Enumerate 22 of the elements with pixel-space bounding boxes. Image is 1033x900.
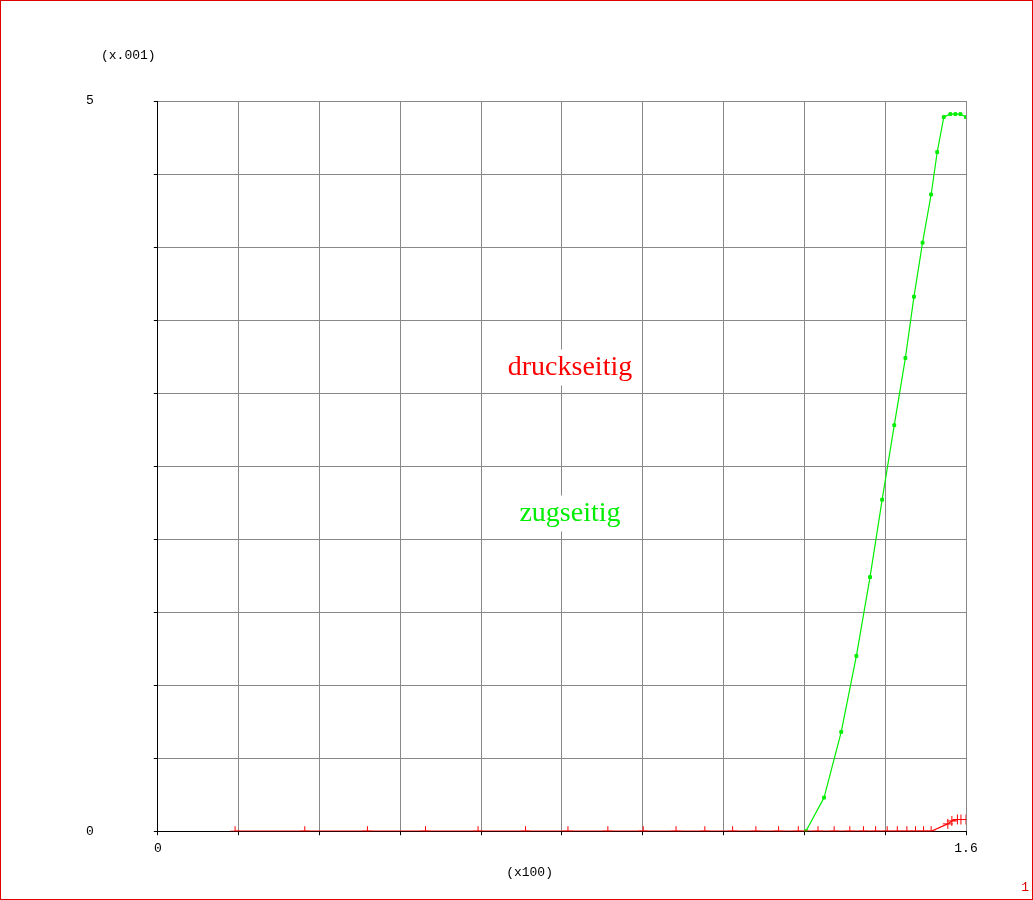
point [839,729,844,734]
y-axis-title: (x.001) [101,48,156,63]
point [935,150,940,155]
x-axis-title: (x100) [506,865,553,881]
point [941,115,946,119]
text: zugseitig [519,495,621,527]
x-tick-label: 1.6 [954,841,978,857]
point [912,294,916,299]
text: druckseitig [507,349,633,381]
point [903,356,908,360]
point [920,240,925,245]
text: 1 [1021,880,1030,895]
y-tick-label: 5 [85,93,94,109]
point [803,829,808,832]
point [953,112,958,117]
point [868,575,872,580]
point [929,192,934,197]
point [854,654,859,658]
point [892,423,897,428]
point [948,112,953,117]
point [880,497,885,502]
point [958,112,963,117]
